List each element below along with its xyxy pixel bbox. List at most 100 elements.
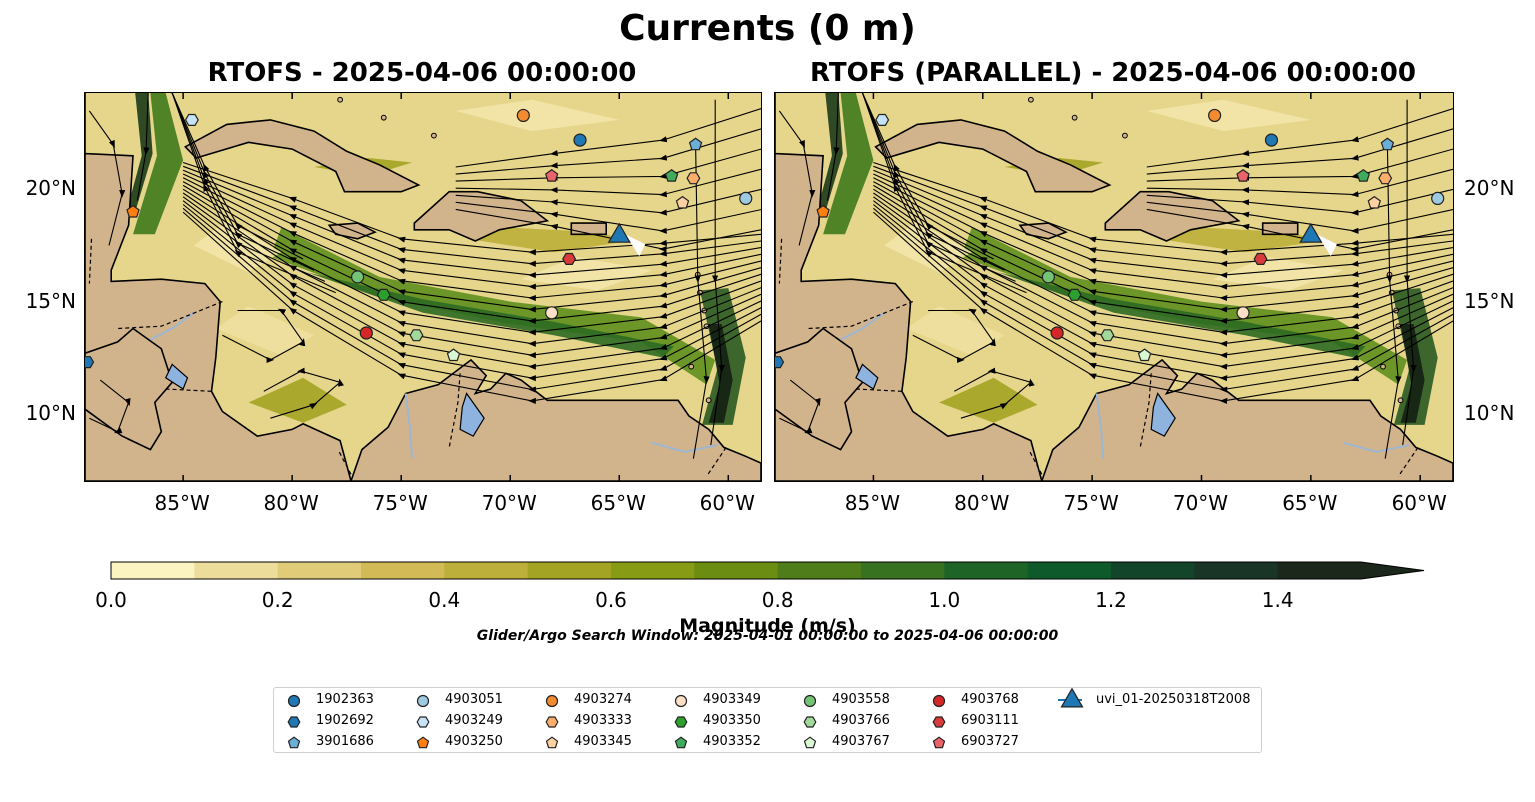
legend-marker-triangle bbox=[1060, 688, 1084, 708]
legend-label: 4903345 bbox=[574, 734, 632, 749]
float-marker-4903051 bbox=[739, 191, 753, 206]
legend-marker bbox=[803, 736, 817, 749]
float-marker-4903051 bbox=[1431, 191, 1445, 206]
colorbar-segment bbox=[1277, 562, 1362, 579]
colorbar-segment bbox=[1111, 562, 1195, 579]
lat-tick-label: 15°N bbox=[25, 288, 76, 313]
streamline bbox=[455, 128, 761, 175]
lake bbox=[164, 363, 189, 390]
island bbox=[431, 132, 437, 139]
legend-marker bbox=[287, 736, 301, 749]
legend-marker bbox=[674, 736, 688, 749]
streamline bbox=[182, 211, 761, 405]
lon-tick-label: 60°W bbox=[1391, 491, 1447, 515]
island bbox=[705, 397, 712, 404]
island bbox=[1071, 114, 1078, 121]
streamline bbox=[88, 110, 126, 246]
border bbox=[1397, 447, 1419, 477]
streamline bbox=[1146, 208, 1453, 253]
legend-label: 4903349 bbox=[703, 692, 761, 707]
land bbox=[874, 119, 1112, 193]
legend-label: 4903558 bbox=[832, 692, 890, 707]
border bbox=[706, 447, 727, 477]
search-window-note: Glider/Argo Search Window: 2025-04-01 00… bbox=[476, 628, 1059, 644]
legend-label: 4903250 bbox=[445, 734, 503, 749]
float-marker-4903350 bbox=[1067, 288, 1082, 301]
colorbar-tick-label: 0.2 bbox=[261, 588, 294, 612]
float-marker-6903111 bbox=[562, 252, 577, 265]
island bbox=[1397, 397, 1404, 404]
border bbox=[117, 301, 223, 330]
legend-marker-circle bbox=[416, 694, 430, 708]
speed-band bbox=[111, 93, 153, 212]
legend-marker bbox=[287, 694, 301, 708]
lon-tick-label: 70°W bbox=[481, 491, 537, 515]
colorbar-segment bbox=[1027, 562, 1112, 579]
streamline bbox=[1402, 99, 1417, 446]
lon-tick-label: 80°W bbox=[263, 491, 319, 515]
legend-label: 4903274 bbox=[574, 692, 632, 707]
river bbox=[651, 441, 718, 453]
map-canvas bbox=[85, 93, 761, 481]
streamline bbox=[1146, 148, 1453, 182]
streamline bbox=[1146, 168, 1453, 198]
border bbox=[807, 301, 914, 330]
lat-tick-label: 10°N bbox=[1464, 400, 1515, 425]
legend-marker-pentagon bbox=[932, 736, 946, 749]
legend-marker bbox=[674, 694, 688, 708]
legend-marker bbox=[932, 694, 946, 708]
river bbox=[1343, 441, 1410, 453]
colorbar-tick-label: 1.0 bbox=[928, 588, 961, 612]
lon-tick-label: 70°W bbox=[1172, 491, 1229, 515]
land bbox=[1261, 222, 1299, 236]
land bbox=[85, 93, 352, 481]
land bbox=[183, 119, 421, 193]
streamline bbox=[455, 108, 761, 168]
colorbar-segment bbox=[861, 562, 945, 579]
legend-marker bbox=[416, 736, 430, 749]
legend-marker-hexagon bbox=[803, 716, 817, 728]
glider-marker bbox=[607, 222, 631, 243]
lon-tick-label: 75°W bbox=[1063, 491, 1119, 515]
legend-label: 4903766 bbox=[832, 713, 890, 728]
streamline bbox=[954, 367, 1035, 419]
legend-marker bbox=[545, 736, 559, 749]
legend-marker bbox=[803, 716, 817, 728]
streamline bbox=[455, 148, 761, 182]
speed-band bbox=[801, 93, 843, 212]
colorbar-segment bbox=[111, 562, 195, 579]
lon-tick-label: 85°W bbox=[154, 491, 210, 515]
streamline bbox=[778, 110, 816, 246]
legend-label: 4903768 bbox=[961, 692, 1019, 707]
lon-tick-label: 65°W bbox=[590, 491, 646, 515]
colorbar-tick-label: 1.4 bbox=[1261, 588, 1294, 612]
island bbox=[1027, 96, 1034, 103]
left-panel-title: RTOFS - 2025-04-06 00:00:00 bbox=[207, 58, 637, 88]
float-marker-3901686 bbox=[688, 137, 703, 151]
river bbox=[840, 311, 885, 341]
lon-tick-label: 65°W bbox=[1282, 491, 1338, 515]
colorbar-segment bbox=[611, 562, 695, 579]
streamline bbox=[1384, 144, 1402, 459]
colorbar-segment bbox=[944, 562, 1029, 579]
legend-marker-hexagon bbox=[545, 716, 559, 728]
float-marker-4903352 bbox=[664, 168, 679, 182]
legend-label: 6903727 bbox=[961, 734, 1019, 749]
speed-band bbox=[1146, 99, 1311, 132]
legend-label: 4903333 bbox=[574, 713, 632, 728]
left-current-map bbox=[84, 92, 762, 482]
colorbar-segment bbox=[694, 562, 779, 579]
lake bbox=[1150, 392, 1176, 437]
border bbox=[855, 388, 902, 392]
float-marker-1902692 bbox=[85, 356, 95, 369]
lake bbox=[459, 392, 485, 437]
right-current-map bbox=[774, 92, 1454, 482]
legend-marker-pentagon bbox=[416, 736, 430, 749]
float-marker-1902363 bbox=[573, 133, 587, 147]
float-marker-4903558 bbox=[350, 270, 365, 284]
lat-tick-label: 20°N bbox=[25, 176, 76, 201]
colorbar-tick-label: 0.6 bbox=[595, 588, 627, 612]
float-marker-4903768 bbox=[359, 326, 373, 340]
legend-marker-hexagon bbox=[287, 716, 301, 728]
legend-marker bbox=[416, 716, 430, 728]
